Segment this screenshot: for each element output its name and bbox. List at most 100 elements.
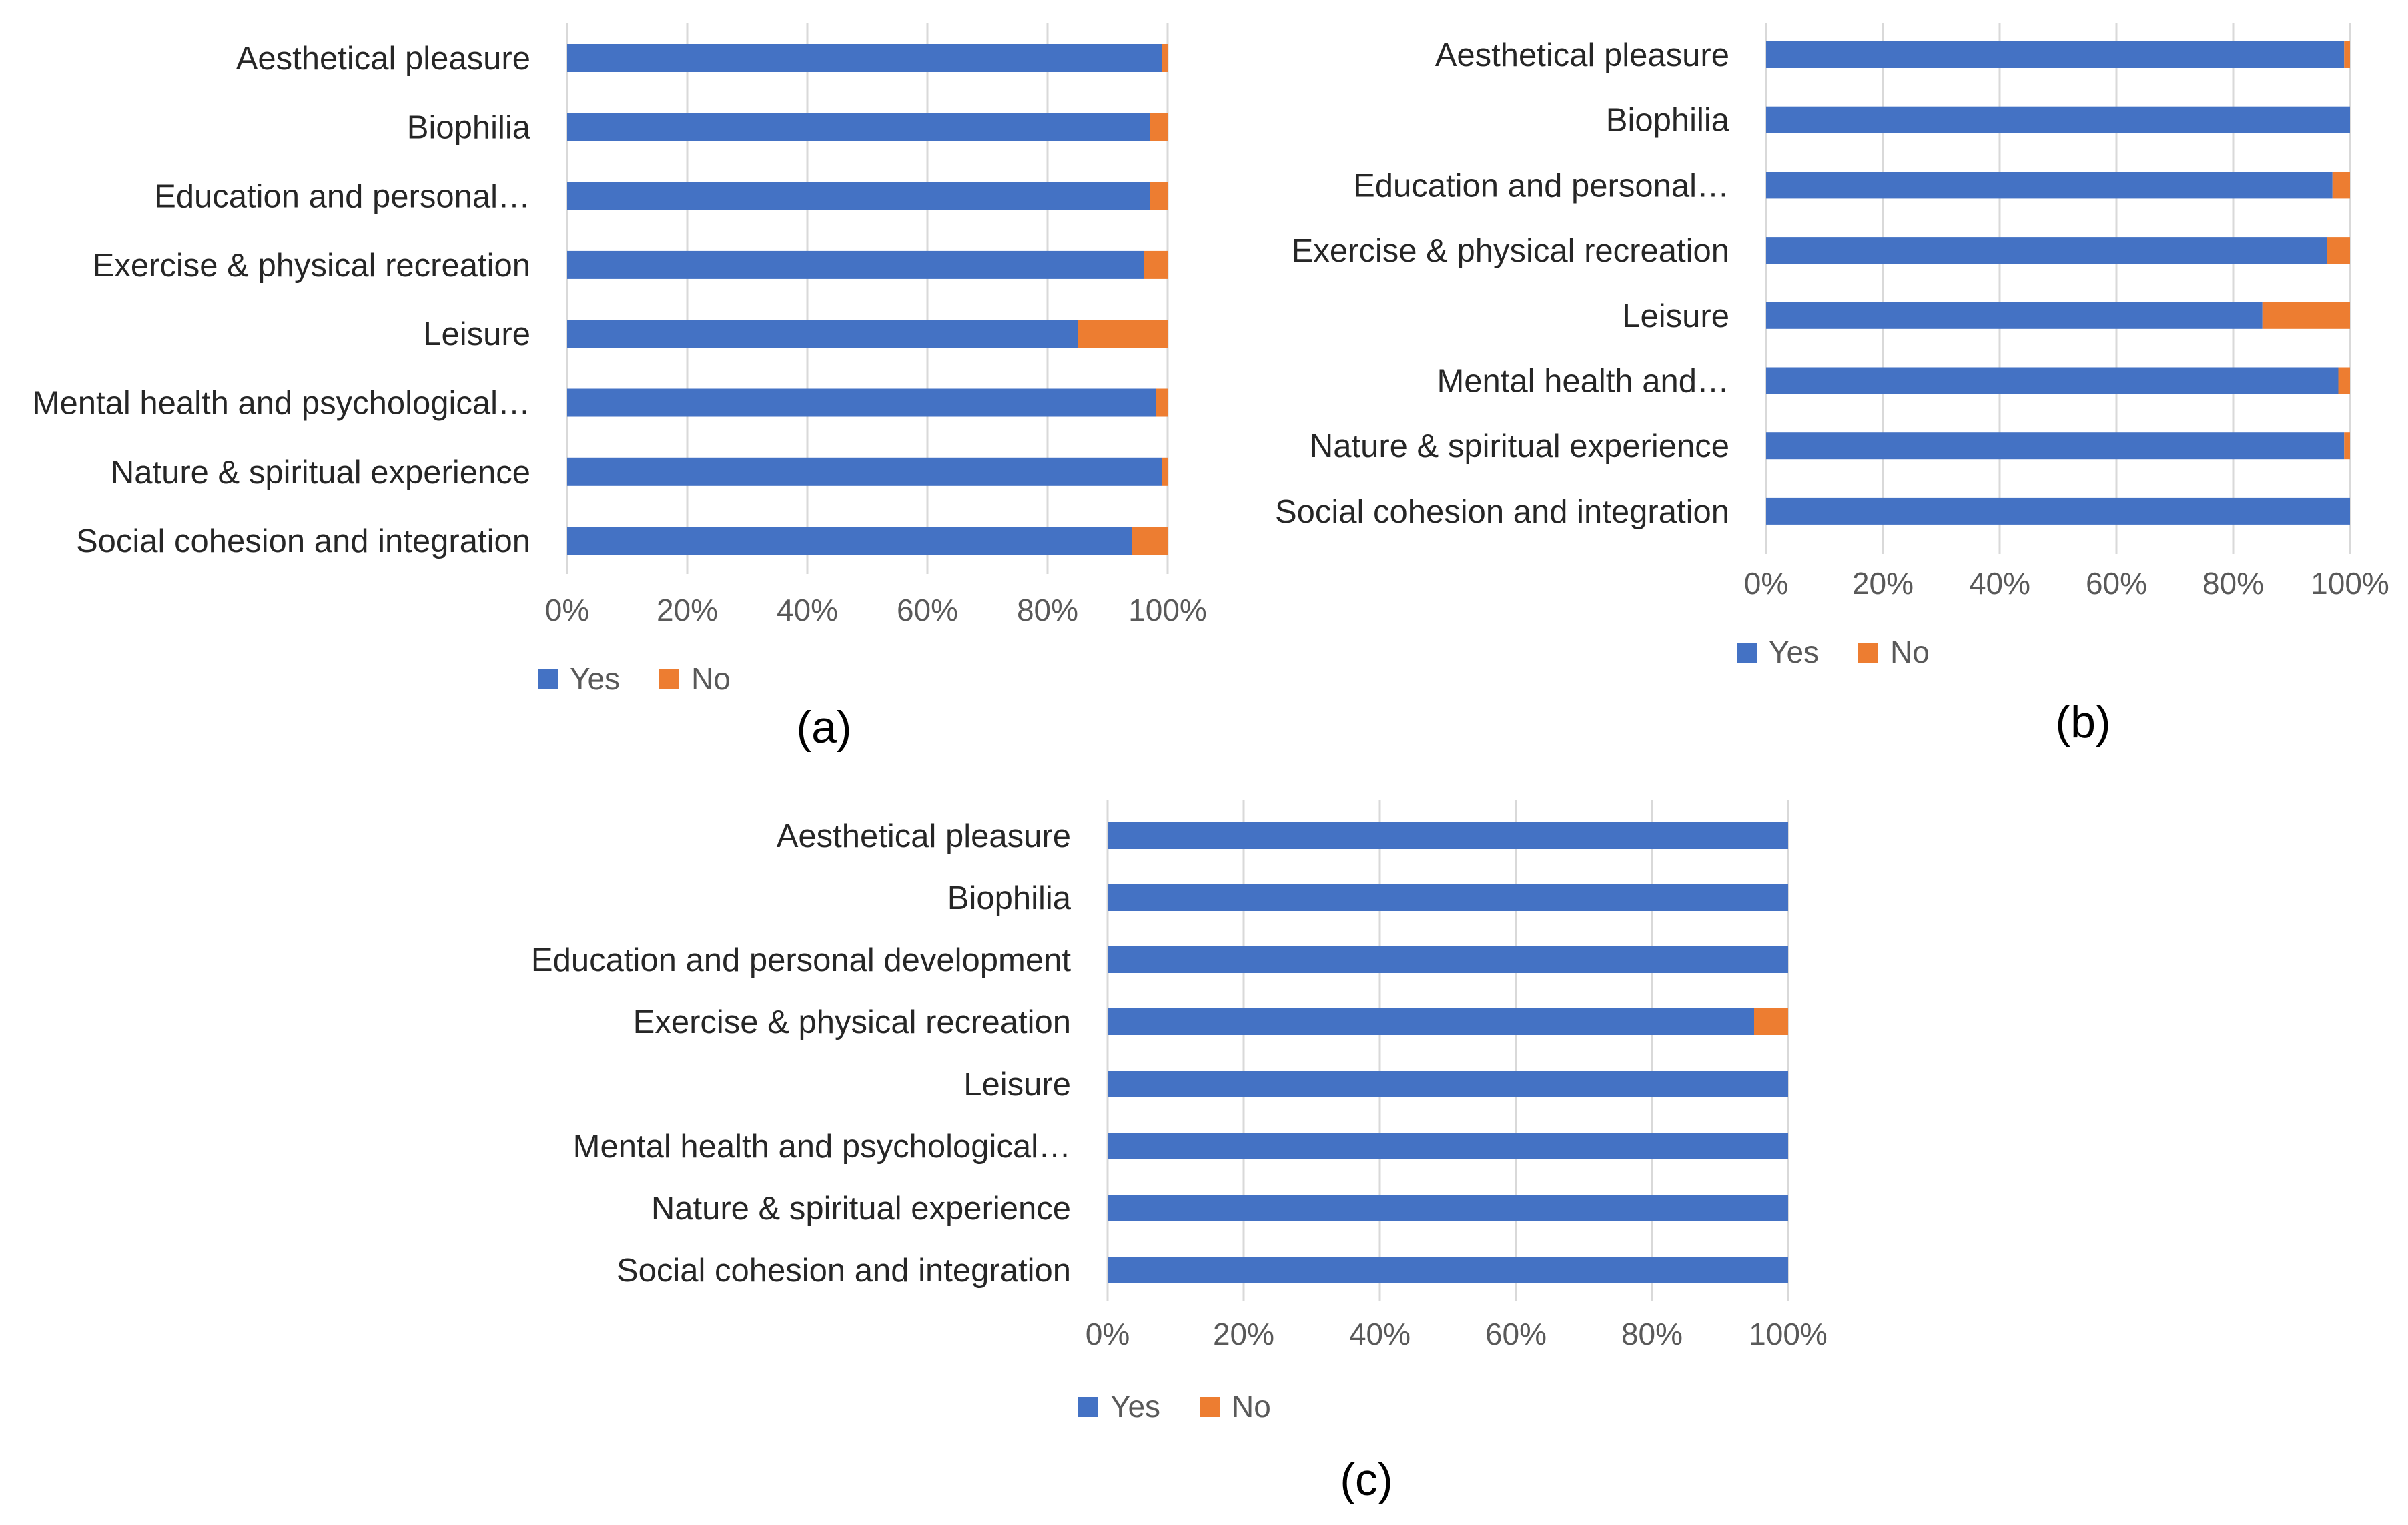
legend-label: No xyxy=(691,661,731,696)
legend-swatch-yes xyxy=(538,669,558,689)
panel-caption: (b) xyxy=(2055,697,2110,747)
panel-caption: (a) xyxy=(796,702,851,753)
bar-yes xyxy=(1108,1071,1788,1097)
bar-yes xyxy=(1108,822,1788,849)
bar-yes xyxy=(567,457,1162,486)
category-label: Aesthetical pleasure xyxy=(1435,37,1729,73)
bar-yes xyxy=(567,250,1144,279)
x-tick-label: 40% xyxy=(1969,566,2030,601)
x-tick-label: 40% xyxy=(1349,1317,1411,1351)
legend-swatch-no xyxy=(1858,643,1878,663)
category-label: Aesthetical pleasure xyxy=(777,818,1071,854)
x-tick-label: 20% xyxy=(1213,1317,1274,1351)
bar-no xyxy=(1162,44,1168,72)
category-label: Nature & spiritual experience xyxy=(111,454,530,491)
bar-yes xyxy=(567,44,1162,72)
legend-label: Yes xyxy=(570,661,620,696)
category-label: Leisure xyxy=(1622,298,1729,334)
bar-no xyxy=(1132,527,1168,555)
bar-no xyxy=(2332,172,2350,199)
bar-no xyxy=(2262,302,2350,329)
bar-yes xyxy=(1766,106,2350,133)
legend-label: Yes xyxy=(1769,635,1819,669)
bar-no xyxy=(1156,388,1168,417)
category-label: Biophilia xyxy=(1606,103,1730,139)
legend-label: No xyxy=(1890,635,1930,669)
chart-panel-a: 0% 20% 40% 60% 80% 100% Aesthetical pleasure Bi… xyxy=(33,23,1207,753)
bar-no xyxy=(1078,320,1168,348)
category-label: Education and personal development xyxy=(531,942,1071,978)
legend-swatch-no xyxy=(659,669,679,689)
bar-no xyxy=(2344,41,2350,68)
panel-caption: (c) xyxy=(1340,1454,1392,1505)
x-tick-label: 40% xyxy=(777,593,838,627)
bar-yes xyxy=(567,388,1156,417)
bar-no xyxy=(1754,1008,1788,1035)
category-label: Biophilia xyxy=(947,880,1072,916)
x-tick-label: 0% xyxy=(1744,566,1788,601)
bar-no xyxy=(2338,367,2350,394)
category-label: Education and personal… xyxy=(154,179,530,215)
x-tick-label: 100% xyxy=(2311,566,2389,601)
bar-yes xyxy=(1766,237,2327,264)
category-label: Leisure xyxy=(423,316,530,352)
bar-yes xyxy=(1766,367,2339,394)
category-label: Nature & spiritual experience xyxy=(651,1191,1071,1227)
chart-panel-c: 0% 20% 40% 60% 80% 100% Aesthetical pleasure Bi… xyxy=(531,800,1828,1505)
category-label: Leisure xyxy=(963,1066,1071,1103)
bar-yes xyxy=(1108,1008,1754,1035)
x-tick-label: 20% xyxy=(1852,566,1914,601)
bar-yes xyxy=(1766,172,2333,199)
bar-yes xyxy=(567,182,1150,210)
bar-yes xyxy=(567,320,1078,348)
bar-yes xyxy=(1108,946,1788,973)
bar-yes xyxy=(1766,41,2345,68)
bar-yes xyxy=(1766,302,2263,329)
legend-label: Yes xyxy=(1110,1389,1160,1424)
category-label: Exercise & physical recreation xyxy=(633,1004,1071,1040)
bar-yes xyxy=(1766,497,2350,525)
legend-label: No xyxy=(1232,1389,1271,1424)
category-label: Social cohesion and integration xyxy=(1275,494,1729,530)
bar-no xyxy=(2344,432,2350,460)
category-label: Biophilia xyxy=(407,109,531,145)
bar-yes xyxy=(1108,1195,1788,1221)
category-label: Social cohesion and integration xyxy=(76,523,530,559)
legend-swatch-yes xyxy=(1078,1397,1098,1417)
category-label: Mental health and psychological… xyxy=(33,386,530,422)
bar-yes xyxy=(567,527,1132,555)
bar-no xyxy=(1150,182,1168,210)
x-tick-label: 60% xyxy=(1485,1317,1547,1351)
x-tick-label: 0% xyxy=(1086,1317,1130,1351)
category-label: Nature & spiritual experience xyxy=(1310,428,1729,465)
x-tick-label: 80% xyxy=(1017,593,1078,627)
x-tick-label: 100% xyxy=(1128,593,1207,627)
bar-yes xyxy=(1108,1257,1788,1283)
bar-no xyxy=(1162,457,1168,486)
chart-panel-b: 0% 20% 40% 60% 80% 100% Aesthetical pleasure Bi… xyxy=(1275,23,2389,747)
bar-yes xyxy=(567,113,1150,141)
category-label: Exercise & physical recreation xyxy=(1292,233,1729,269)
category-label: Education and personal… xyxy=(1353,168,1729,204)
bar-yes xyxy=(1108,884,1788,911)
x-tick-label: 60% xyxy=(897,593,958,627)
bar-yes xyxy=(1108,1133,1788,1159)
legend-swatch-yes xyxy=(1737,643,1757,663)
bar-yes xyxy=(1766,432,2345,460)
bar-no xyxy=(1144,250,1168,279)
category-label: Social cohesion and integration xyxy=(617,1253,1071,1289)
x-tick-label: 100% xyxy=(1749,1317,1828,1351)
category-label: Exercise & physical recreation xyxy=(93,248,530,284)
legend-swatch-no xyxy=(1200,1397,1220,1417)
bar-no xyxy=(1150,113,1168,141)
x-tick-label: 0% xyxy=(545,593,589,627)
x-tick-label: 80% xyxy=(2202,566,2264,601)
x-tick-label: 60% xyxy=(2086,566,2147,601)
category-label: Mental health and psychological… xyxy=(573,1129,1071,1165)
category-label: Mental health and… xyxy=(1437,364,1729,400)
category-label: Aesthetical pleasure xyxy=(236,41,530,77)
x-tick-label: 80% xyxy=(1621,1317,1683,1351)
bar-no xyxy=(2327,237,2350,264)
x-tick-label: 20% xyxy=(657,593,718,627)
